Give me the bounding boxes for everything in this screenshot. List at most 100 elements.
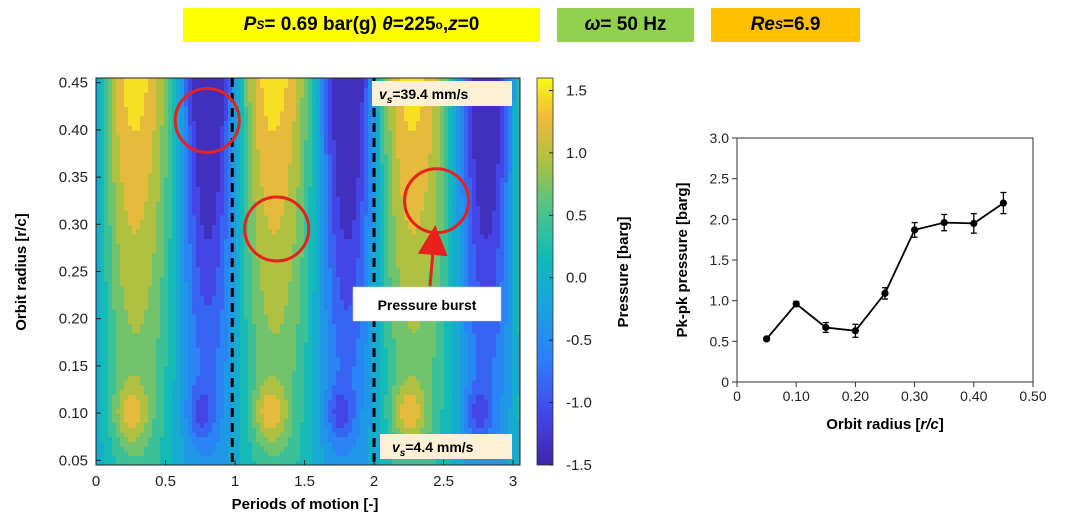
heatmap-cell [228,167,233,173]
heatmap-cell [148,417,153,424]
heatmap-cell [96,455,101,461]
heatmap-cell [116,408,121,414]
heatmap-cell [168,389,173,395]
heatmap-cell [304,427,309,433]
heatmap-cell [156,295,161,301]
heatmap-cell [252,101,257,107]
heatmap-cell [204,224,209,230]
heatmap-cell [144,347,149,353]
heatmap-cell [324,195,329,202]
heatmap-cell [108,229,113,235]
heatmap-cell [112,328,117,334]
heatmap-cell [324,153,329,159]
heatmap-cell [148,450,153,457]
heatmap-cell [324,181,329,188]
heatmap-cell [192,101,197,107]
heatmap-cell [168,280,173,287]
heatmap-cell [300,162,305,169]
heatmap-cell [220,431,225,438]
heatmap-cell [220,115,225,122]
heatmap-cell [284,285,289,291]
heatmap-cell [256,191,261,197]
heatmap-cell [300,332,305,339]
heatmap-cell [176,318,181,325]
heatmap-cell [208,398,213,405]
heatmap-cell [256,361,261,367]
heatmap-cell [100,450,105,457]
heatmap-cell [316,446,321,452]
heatmap-cell [192,436,197,442]
heatmap-cell [248,214,253,221]
heatmap-cell [248,181,253,188]
heatmap-cell [96,309,101,315]
heatmap-cell [96,295,101,301]
heatmap-cell [308,361,313,367]
heatmap-cell [288,347,293,353]
heatmap-cell [324,304,329,310]
heatmap-cell [276,441,281,447]
heatmap-cell [132,285,137,291]
heatmap-cell [272,106,277,112]
heatmap-cell [120,129,125,136]
heatmap-cell [152,389,157,395]
heatmap-cell [160,252,165,258]
heatmap-cell [232,276,237,282]
heatmap-cell [260,441,265,447]
heatmap-cell [316,177,321,183]
heatmap-cell [240,195,245,202]
heatmap-cell [244,177,249,183]
heatmap-cell [196,191,201,197]
heatmap-cell [156,153,161,159]
heatmap-cell [236,96,241,103]
heatmap-cell [324,186,329,192]
heatmap-cell [120,210,125,216]
heatmap-cell [116,144,121,150]
heatmap-cell [148,200,153,207]
heatmap-cell [148,295,153,301]
heatmap-cell [304,181,309,188]
heatmap-cell [128,398,133,405]
heatmap-cell [284,125,289,131]
heatmap-cell [224,427,229,433]
heatmap-cell [132,332,137,339]
heatmap-cell [136,441,141,447]
heatmap-cell [116,167,121,173]
heatmap-cell [268,92,273,98]
heatmap-cell [100,129,105,136]
heatmap-cell [100,252,105,258]
heatmap-cell [264,408,269,414]
heatmap-cell [188,158,193,164]
heatmap-cell [260,262,265,268]
heatmap-cell [296,210,301,216]
heatmap-cell [320,78,325,84]
heatmap-cell [196,214,201,221]
heatmap-cell [216,323,221,329]
heatmap-cell [96,356,101,362]
heatmap-cell [260,158,265,164]
heatmap-cell [184,290,189,296]
heatmap-cell [272,380,277,386]
heatmap-cell [196,455,201,461]
heatmap-cell [332,92,337,98]
heatmap-cell [260,304,265,310]
heatmap-cell [128,115,133,122]
heatmap-cell [228,195,233,202]
heatmap-cell [332,413,337,419]
heatmap-cell [96,92,101,98]
heatmap-cell [316,92,321,98]
heatmap-cell [104,304,109,310]
heatmap-cell [196,309,201,315]
heatmap-cell [208,403,213,409]
heatmap-cell [240,266,245,273]
heatmap-cell [188,262,193,268]
heatmap-cell [96,262,101,268]
heatmap-cell [152,295,157,301]
heatmap-cell [108,125,113,131]
heatmap-cell [220,441,225,447]
heatmap-cell [156,172,161,178]
heatmap-cell [228,328,233,334]
heatmap-cell [336,257,341,263]
heatmap-cell [204,186,209,192]
heatmap-cell [208,370,213,376]
heatmap-cell [140,413,145,419]
